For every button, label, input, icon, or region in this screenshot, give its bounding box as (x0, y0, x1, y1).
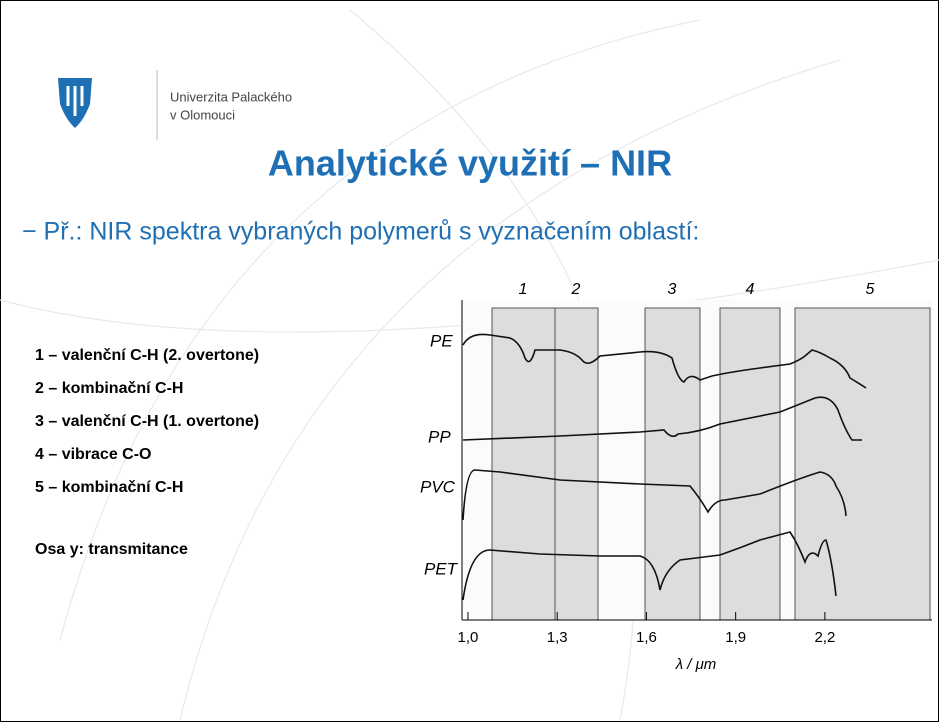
legend-item: 4 – vibrace C-O (35, 446, 152, 463)
region-label: 3 (668, 281, 677, 298)
curve-label: PET (424, 559, 459, 578)
slide-title: Analytické využití – NIR (268, 143, 672, 184)
axis-note: Osa y: transmitance (35, 541, 188, 558)
x-tick-label: 1,6 (636, 629, 657, 646)
legend-item: 5 – kombinační C-H (35, 479, 183, 496)
spectra (462, 333, 867, 601)
region-label: 5 (866, 281, 875, 298)
region-label: 4 (746, 281, 755, 298)
curve-labels: PE PP PVC PET (420, 331, 459, 578)
logo (58, 78, 92, 128)
x-tick-label: 2,2 (814, 629, 835, 646)
legend-list: 1 – valenční C-H (2. overtone) 2 – kombin… (35, 347, 259, 496)
region-labels: 1 2 3 4 5 (519, 281, 875, 298)
university-city: v Olomouci (170, 107, 235, 122)
legend-item: 1 – valenční C-H (2. overtone) (35, 347, 259, 364)
legend-item: 3 – valenční C-H (1. overtone) (35, 413, 259, 430)
curve-label: PP (428, 427, 451, 446)
x-tick-label: 1,3 (547, 629, 568, 646)
legend-item: 2 – kombinační C-H (35, 380, 183, 397)
regions (491, 307, 931, 621)
curve-label: PE (430, 331, 453, 350)
region-label: 2 (571, 281, 581, 298)
region-label: 1 (519, 281, 528, 298)
x-axis-label: λ / μm (675, 656, 717, 673)
figure: 1 2 3 4 5 PE PP PVC PET λ / μm 1,0 1,3 1,6… (420, 281, 932, 673)
university-name: Univerzita Palackého (170, 89, 292, 104)
x-tick-label: 1,9 (725, 629, 746, 646)
bullet-text: − Př.: NIR spektra vybraných polymerů s … (22, 218, 699, 246)
curve-label: PVC (420, 477, 456, 496)
x-tick-label: 1,0 (458, 629, 479, 646)
